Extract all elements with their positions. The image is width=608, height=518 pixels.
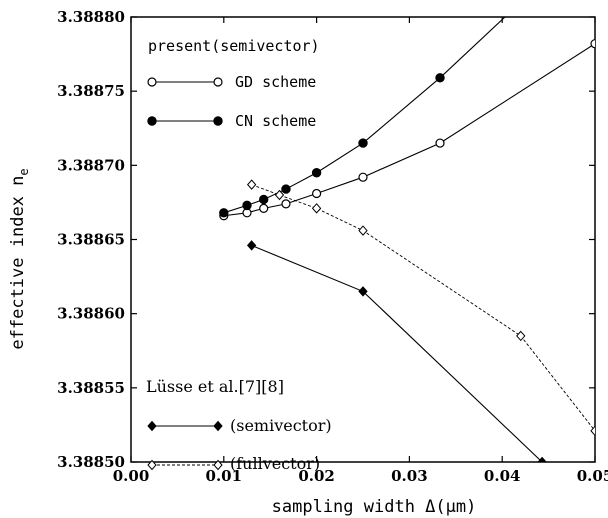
data-point bbox=[312, 188, 322, 199]
x-tick-label: 0.01 bbox=[206, 467, 243, 485]
x-tick-label: 0.00 bbox=[113, 467, 150, 485]
y-tick-label: 3.38850 bbox=[57, 453, 125, 471]
chart-legend: present(semivector) GD scheme CN scheme … bbox=[146, 37, 332, 473]
y-tick-label: 3.38870 bbox=[57, 156, 125, 174]
data-point bbox=[219, 208, 229, 218]
x-tick-label: 0.05 bbox=[577, 467, 608, 485]
data-point bbox=[259, 203, 269, 213]
series-3 bbox=[246, 179, 595, 437]
data-point bbox=[242, 200, 252, 211]
data-point bbox=[435, 138, 445, 148]
series-line bbox=[223, 17, 506, 214]
data-point bbox=[590, 39, 595, 49]
data-point bbox=[358, 225, 368, 236]
legend-group2-title: Lüsse et al.[7][8] bbox=[146, 377, 284, 396]
series-line bbox=[251, 184, 595, 432]
series-0 bbox=[219, 39, 595, 221]
chart-series bbox=[219, 17, 595, 462]
data-point bbox=[259, 194, 269, 205]
legend-marker bbox=[213, 420, 223, 432]
legend-marker bbox=[147, 420, 157, 432]
svg-text:effective index ne: effective index ne bbox=[8, 168, 31, 349]
data-point bbox=[590, 425, 595, 437]
legend-label-fullvector: (fullvector) bbox=[230, 454, 320, 473]
data-point bbox=[358, 286, 368, 297]
data-point bbox=[281, 184, 291, 194]
legend-label-cn: CN scheme bbox=[235, 112, 316, 130]
y-tick-label: 3.38875 bbox=[57, 82, 125, 100]
y-axis-label-subscript: e bbox=[17, 168, 31, 175]
x-axis-label: sampling width Δ(μm) bbox=[272, 497, 477, 517]
legend-marker bbox=[213, 459, 223, 471]
data-point bbox=[358, 138, 368, 148]
x-tick-label: 0.02 bbox=[298, 467, 335, 485]
y-tick-label: 3.38865 bbox=[57, 231, 125, 249]
series-1 bbox=[219, 17, 506, 218]
data-point bbox=[516, 330, 526, 342]
legend-label-gd: GD scheme bbox=[235, 73, 316, 91]
y-tick-label: 3.38880 bbox=[57, 8, 125, 26]
series-2 bbox=[246, 240, 547, 462]
x-tick-label: 0.04 bbox=[484, 467, 521, 485]
y-tick-label: 3.38855 bbox=[57, 379, 125, 397]
data-point bbox=[311, 203, 322, 214]
data-point bbox=[311, 168, 322, 178]
legend-marker bbox=[213, 77, 223, 87]
legend-label-semivector: (semivector) bbox=[230, 416, 332, 435]
x-tick-label: 0.03 bbox=[391, 467, 428, 485]
data-point bbox=[358, 172, 368, 182]
legend-marker bbox=[147, 77, 157, 87]
data-point bbox=[537, 456, 547, 462]
chart-ticks: 0.00 0.01 0.02 0.03 0.04 0.05 3.38850 3.38855 3.… bbox=[57, 8, 608, 485]
y-tick-label: 3.38860 bbox=[57, 305, 125, 323]
data-point bbox=[274, 189, 285, 201]
legend-marker bbox=[147, 116, 157, 126]
legend-marker bbox=[147, 459, 157, 471]
data-point bbox=[281, 199, 291, 209]
data-point bbox=[435, 73, 445, 83]
legend-group1-title: present(semivector) bbox=[148, 37, 320, 55]
y-axis-label-main: effective index n bbox=[8, 176, 28, 350]
data-point bbox=[246, 240, 257, 251]
y-axis-label: effective index ne bbox=[8, 168, 31, 349]
legend-marker bbox=[213, 116, 223, 126]
data-point bbox=[246, 179, 257, 190]
